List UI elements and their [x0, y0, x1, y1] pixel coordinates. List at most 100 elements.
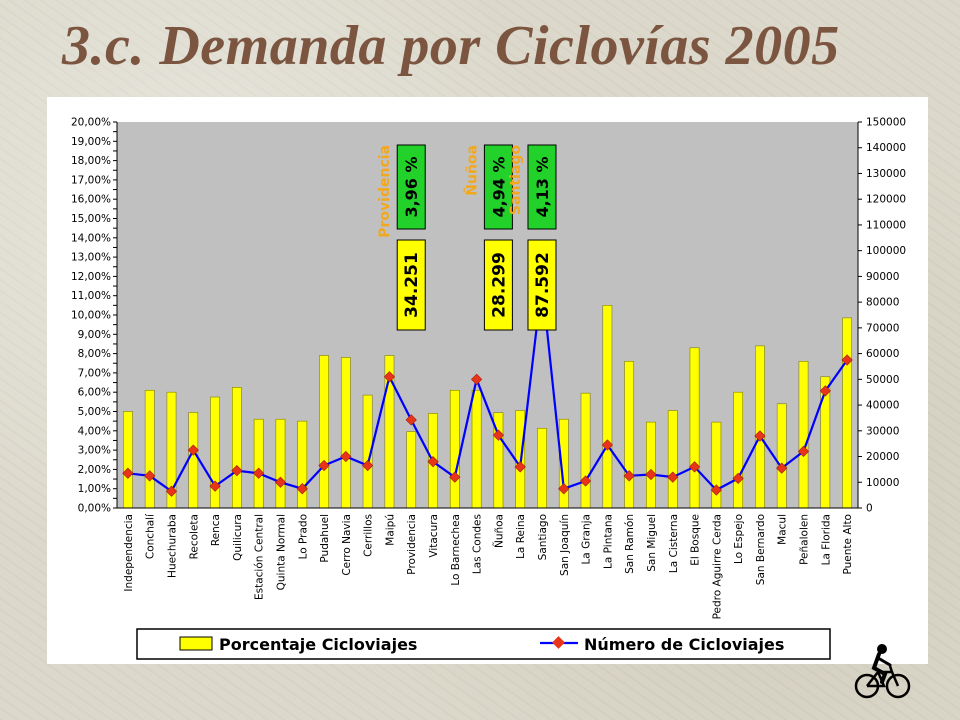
y-tick-label-left: 19,00% [71, 136, 111, 148]
y-tick-label-left: 17,00% [71, 174, 111, 186]
bar [188, 412, 199, 509]
line-point [144, 470, 156, 482]
annotation-percent-box [483, 144, 513, 230]
bar [319, 355, 329, 509]
bar [798, 361, 809, 509]
x-tick-label: Maipú [384, 514, 396, 546]
x-tick-label: San Ramón [624, 514, 636, 574]
bar [144, 389, 155, 509]
y-tick-label-left: 14,00% [71, 232, 111, 244]
x-tick-label: Lo Barnechea [450, 514, 462, 586]
x-tick-label: Independencia [123, 514, 135, 592]
line-point [449, 471, 461, 483]
annotation-count-box [483, 239, 513, 331]
annotation-percent-label: 4,94 % [489, 156, 508, 217]
annotation-count-box [527, 239, 557, 331]
y-tick-label-right: 20000 [866, 451, 899, 463]
line-point [601, 439, 613, 451]
annotation-name-label: Providencia [377, 145, 393, 238]
x-tick-label: La Reina [515, 514, 527, 559]
x-tick-label: Conchalí [145, 513, 157, 559]
x-tick-label: La Cisterna [668, 514, 680, 573]
line-point [579, 475, 592, 487]
y-tick-label-left: 4,00% [78, 425, 111, 437]
x-tick-label: Peñalolen [799, 514, 811, 565]
x-tick-label: Lo Prado [297, 514, 309, 559]
x-tick-label: Puente Alto [842, 514, 854, 574]
y-tick-label-left: 15,00% [71, 213, 111, 225]
line-point [470, 373, 483, 385]
y-tick-label-left: 0,00% [78, 503, 111, 515]
y-tick-label-right: 130000 [866, 168, 906, 180]
line-point [776, 462, 788, 474]
y-tick-label-right: 100000 [866, 245, 906, 257]
y-tick-label-left: 5,00% [78, 406, 111, 418]
y-tick-label-left: 1,00% [78, 483, 111, 495]
y-tick-label-right: 40000 [866, 400, 899, 412]
line-point [187, 444, 199, 456]
y-tick-label-right: 50000 [866, 374, 899, 386]
x-tick-label: Santiago [537, 514, 549, 560]
x-tick-label: La Florida [820, 514, 832, 565]
x-tick-label: Las Condes [472, 514, 484, 574]
x-tick-label: Quilicura [232, 514, 244, 561]
bar [842, 317, 852, 509]
line-point [340, 450, 352, 463]
bar [646, 421, 656, 509]
x-tick-label: La Pintana [602, 514, 614, 569]
line-point [296, 483, 308, 495]
cyclist-icon [854, 644, 911, 699]
x-tick-label: Providencia [406, 514, 418, 575]
line-point [623, 470, 635, 482]
bar [689, 347, 700, 509]
legend-box [136, 628, 831, 660]
line-point [318, 459, 330, 472]
bar [406, 431, 417, 509]
line-point [209, 480, 221, 492]
chart-panel: 0,00% 1,00% 2,00% 3,00% 4,00% 5,00% 6,00% 7,00%… [47, 97, 928, 664]
y-tick-label-left: 7,00% [78, 367, 111, 379]
x-tick-label: Cerro Navia [341, 514, 353, 576]
bar [231, 387, 242, 509]
bar [755, 345, 765, 509]
x-tick-label: Lo Espejo [733, 514, 745, 564]
x-tick-label: Quinta Normal [275, 514, 287, 590]
y-tick-label-right: 140000 [866, 142, 906, 154]
bar [297, 420, 308, 509]
x-tick-label: San Miguel [646, 514, 658, 572]
line-point [122, 467, 134, 479]
y-tick-label-left: 3,00% [78, 445, 111, 457]
bar [580, 392, 591, 509]
y-tick-label-left: 11,00% [71, 290, 111, 302]
y-tick-label-right: 60000 [866, 348, 899, 360]
combo-chart: 0,00% 1,00% 2,00% 3,00% 4,00% 5,00% 6,00% 7,00%… [71, 117, 906, 660]
line-point [732, 472, 744, 485]
line-point [667, 471, 679, 483]
annotation-percent-label: 3,96 % [402, 156, 421, 217]
y-tick-label-right: 110000 [866, 219, 906, 231]
x-tick-label: La Granja [581, 514, 593, 565]
y-tick-label-left: 2,00% [78, 464, 111, 476]
line-point [492, 429, 505, 441]
line-point [274, 476, 287, 488]
bar [449, 389, 460, 509]
legend-label: Número de Cicloviajes [584, 635, 784, 654]
line-point [165, 485, 178, 497]
annotation-count-label: 34.251 [402, 252, 422, 318]
y-tick-label-left: 8,00% [78, 348, 111, 360]
y-tick-label-left: 16,00% [71, 194, 111, 206]
annotation-count-box [396, 239, 426, 331]
line-point [797, 445, 810, 458]
x-tick-label: Pudahuel [319, 514, 331, 563]
bar [733, 391, 744, 509]
y-tick-label-right: 10000 [866, 477, 899, 489]
bar [537, 427, 547, 509]
y-tick-label-right: 0 [866, 503, 873, 515]
line-point [841, 354, 853, 366]
annotation-count-label: 28.299 [489, 252, 509, 318]
line-point [514, 461, 526, 473]
bar [123, 411, 133, 509]
line-point [558, 483, 570, 495]
x-tick-label: Huechuraba [166, 514, 178, 578]
bar [340, 357, 351, 509]
